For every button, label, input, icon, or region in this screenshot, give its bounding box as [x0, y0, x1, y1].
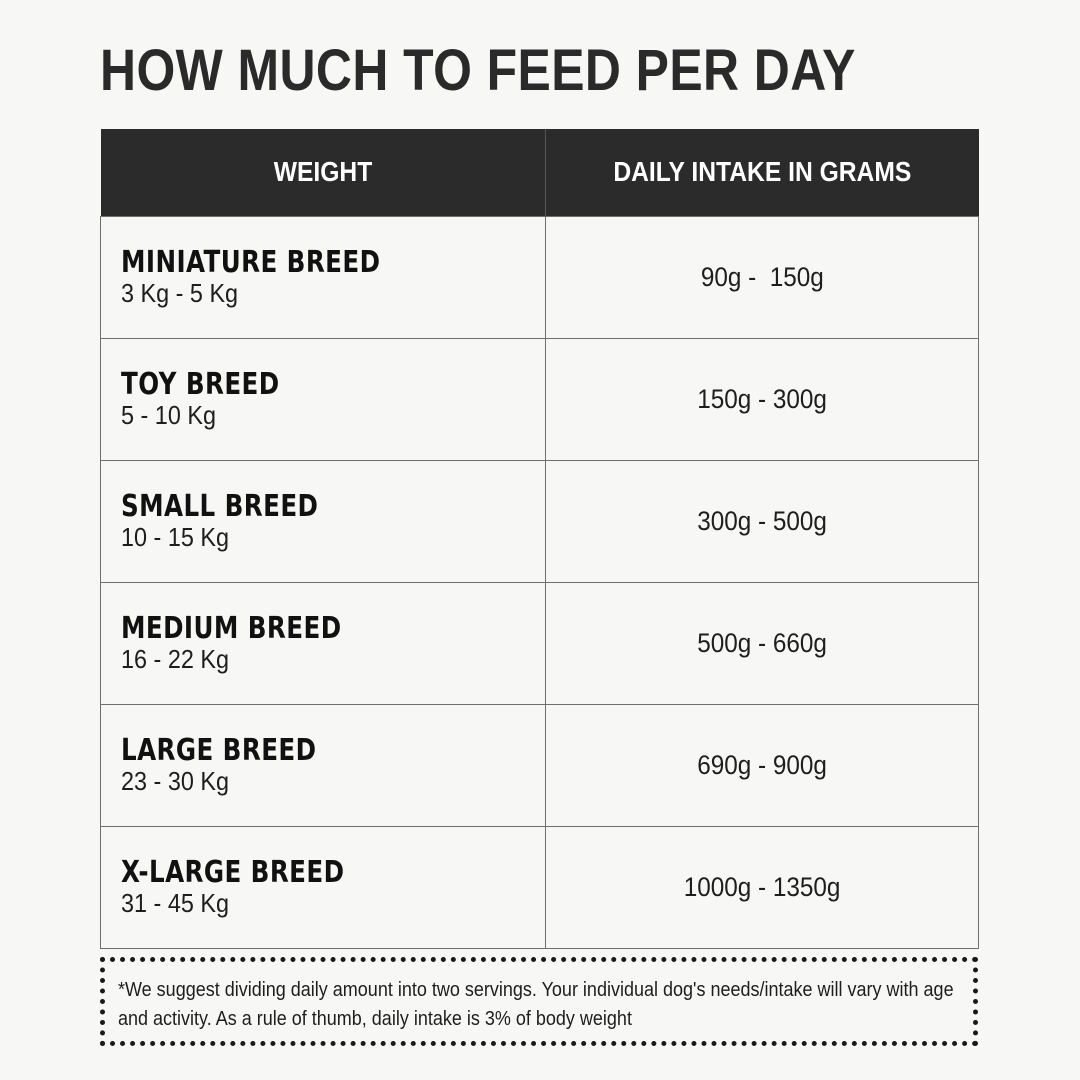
weight-range: 16 - 22 Kg [121, 644, 229, 674]
weight-cell: MEDIUM BREED 16 - 22 Kg [100, 581, 546, 705]
weight-cell: LARGE BREED 23 - 30 Kg [100, 703, 546, 827]
intake-cell: 1000g - 1350g [545, 825, 979, 949]
feeding-table: WEIGHT DAILY INTAKE IN GRAMS MINIATURE B… [100, 129, 979, 949]
footnote-text: *We suggest dividing daily amount into t… [118, 979, 954, 1030]
weight-range: 23 - 30 Kg [121, 766, 229, 796]
weight-range: 5 - 10 Kg [121, 400, 216, 430]
intake-cell: 90g - 150g [545, 215, 979, 339]
breed-name: LARGE BREED [121, 733, 317, 768]
weight-cell: TOY BREED 5 - 10 Kg [100, 337, 546, 461]
intake-cell: 690g - 900g [545, 703, 979, 827]
weight-cell: SMALL BREED 10 - 15 Kg [100, 459, 546, 583]
weight-range: 31 - 45 Kg [121, 888, 229, 918]
table-row: LARGE BREED 23 - 30 Kg 690g - 900g [100, 703, 979, 827]
breed-name: TOY BREED [121, 367, 280, 402]
table-row: SMALL BREED 10 - 15 Kg 300g - 500g [100, 459, 979, 583]
column-header-daily-intake: DAILY INTAKE IN GRAMS [545, 129, 979, 216]
page-title: HOW MUCH TO FEED PER DAY [100, 38, 856, 103]
table-row: X-LARGE BREED 31 - 45 Kg 1000g - 1350g [100, 825, 979, 949]
intake-cell: 300g - 500g [545, 459, 979, 583]
weight-range: 3 Kg - 5 Kg [121, 278, 239, 308]
weight-cell: MINIATURE BREED 3 Kg - 5 Kg [100, 215, 546, 339]
intake-cell: 500g - 660g [545, 581, 979, 705]
table-header-row: WEIGHT DAILY INTAKE IN GRAMS [100, 129, 979, 216]
weight-cell: X-LARGE BREED 31 - 45 Kg [100, 825, 546, 949]
breed-name: MEDIUM BREED [121, 611, 342, 646]
breed-name: X-LARGE BREED [121, 855, 345, 890]
table-row: MEDIUM BREED 16 - 22 Kg 500g - 660g [100, 581, 979, 705]
table-row: TOY BREED 5 - 10 Kg 150g - 300g [100, 337, 979, 461]
footnote-box: *We suggest dividing daily amount into t… [100, 957, 978, 1046]
column-header-weight: WEIGHT [100, 129, 546, 216]
weight-range: 10 - 15 Kg [121, 522, 229, 552]
breed-name: SMALL BREED [121, 489, 319, 524]
breed-name: MINIATURE BREED [121, 245, 381, 280]
intake-cell: 150g - 300g [545, 337, 979, 461]
table-row: MINIATURE BREED 3 Kg - 5 Kg 90g - 150g [100, 215, 979, 339]
